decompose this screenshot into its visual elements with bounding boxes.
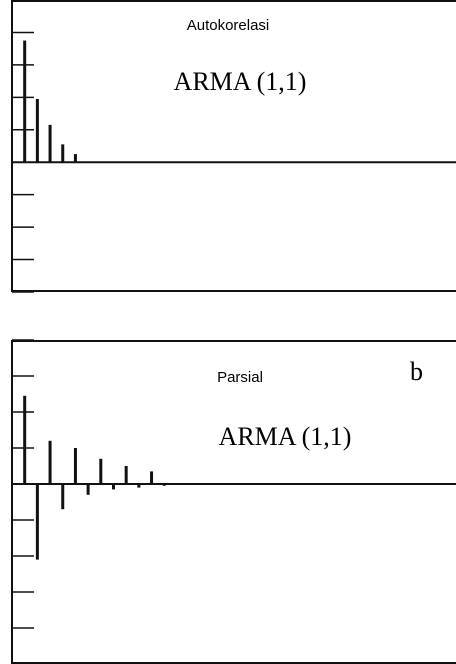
annotation: ARMA (1,1): [219, 422, 352, 451]
bar: [61, 144, 65, 163]
bar: [23, 40, 27, 163]
bar: [162, 484, 166, 486]
chart-title: Parsial: [217, 369, 263, 386]
bar: [23, 395, 27, 484]
bar: [35, 484, 39, 560]
plot-frame: [11, 0, 456, 292]
bar: [99, 458, 103, 484]
annotation: ARMA (1,1): [174, 67, 307, 96]
bar: [150, 471, 154, 484]
bar: [111, 484, 115, 490]
bar: [48, 124, 52, 163]
bar: [48, 440, 52, 484]
chart-title: Autokorelasi: [187, 17, 270, 34]
bar: [73, 154, 77, 163]
plot-frame: [11, 340, 456, 664]
bar: [61, 484, 65, 510]
panel-label: b: [410, 357, 423, 386]
bar: [86, 484, 90, 495]
bar: [124, 466, 128, 484]
bar: [73, 448, 77, 484]
bar: [137, 484, 141, 488]
bar: [35, 98, 39, 163]
